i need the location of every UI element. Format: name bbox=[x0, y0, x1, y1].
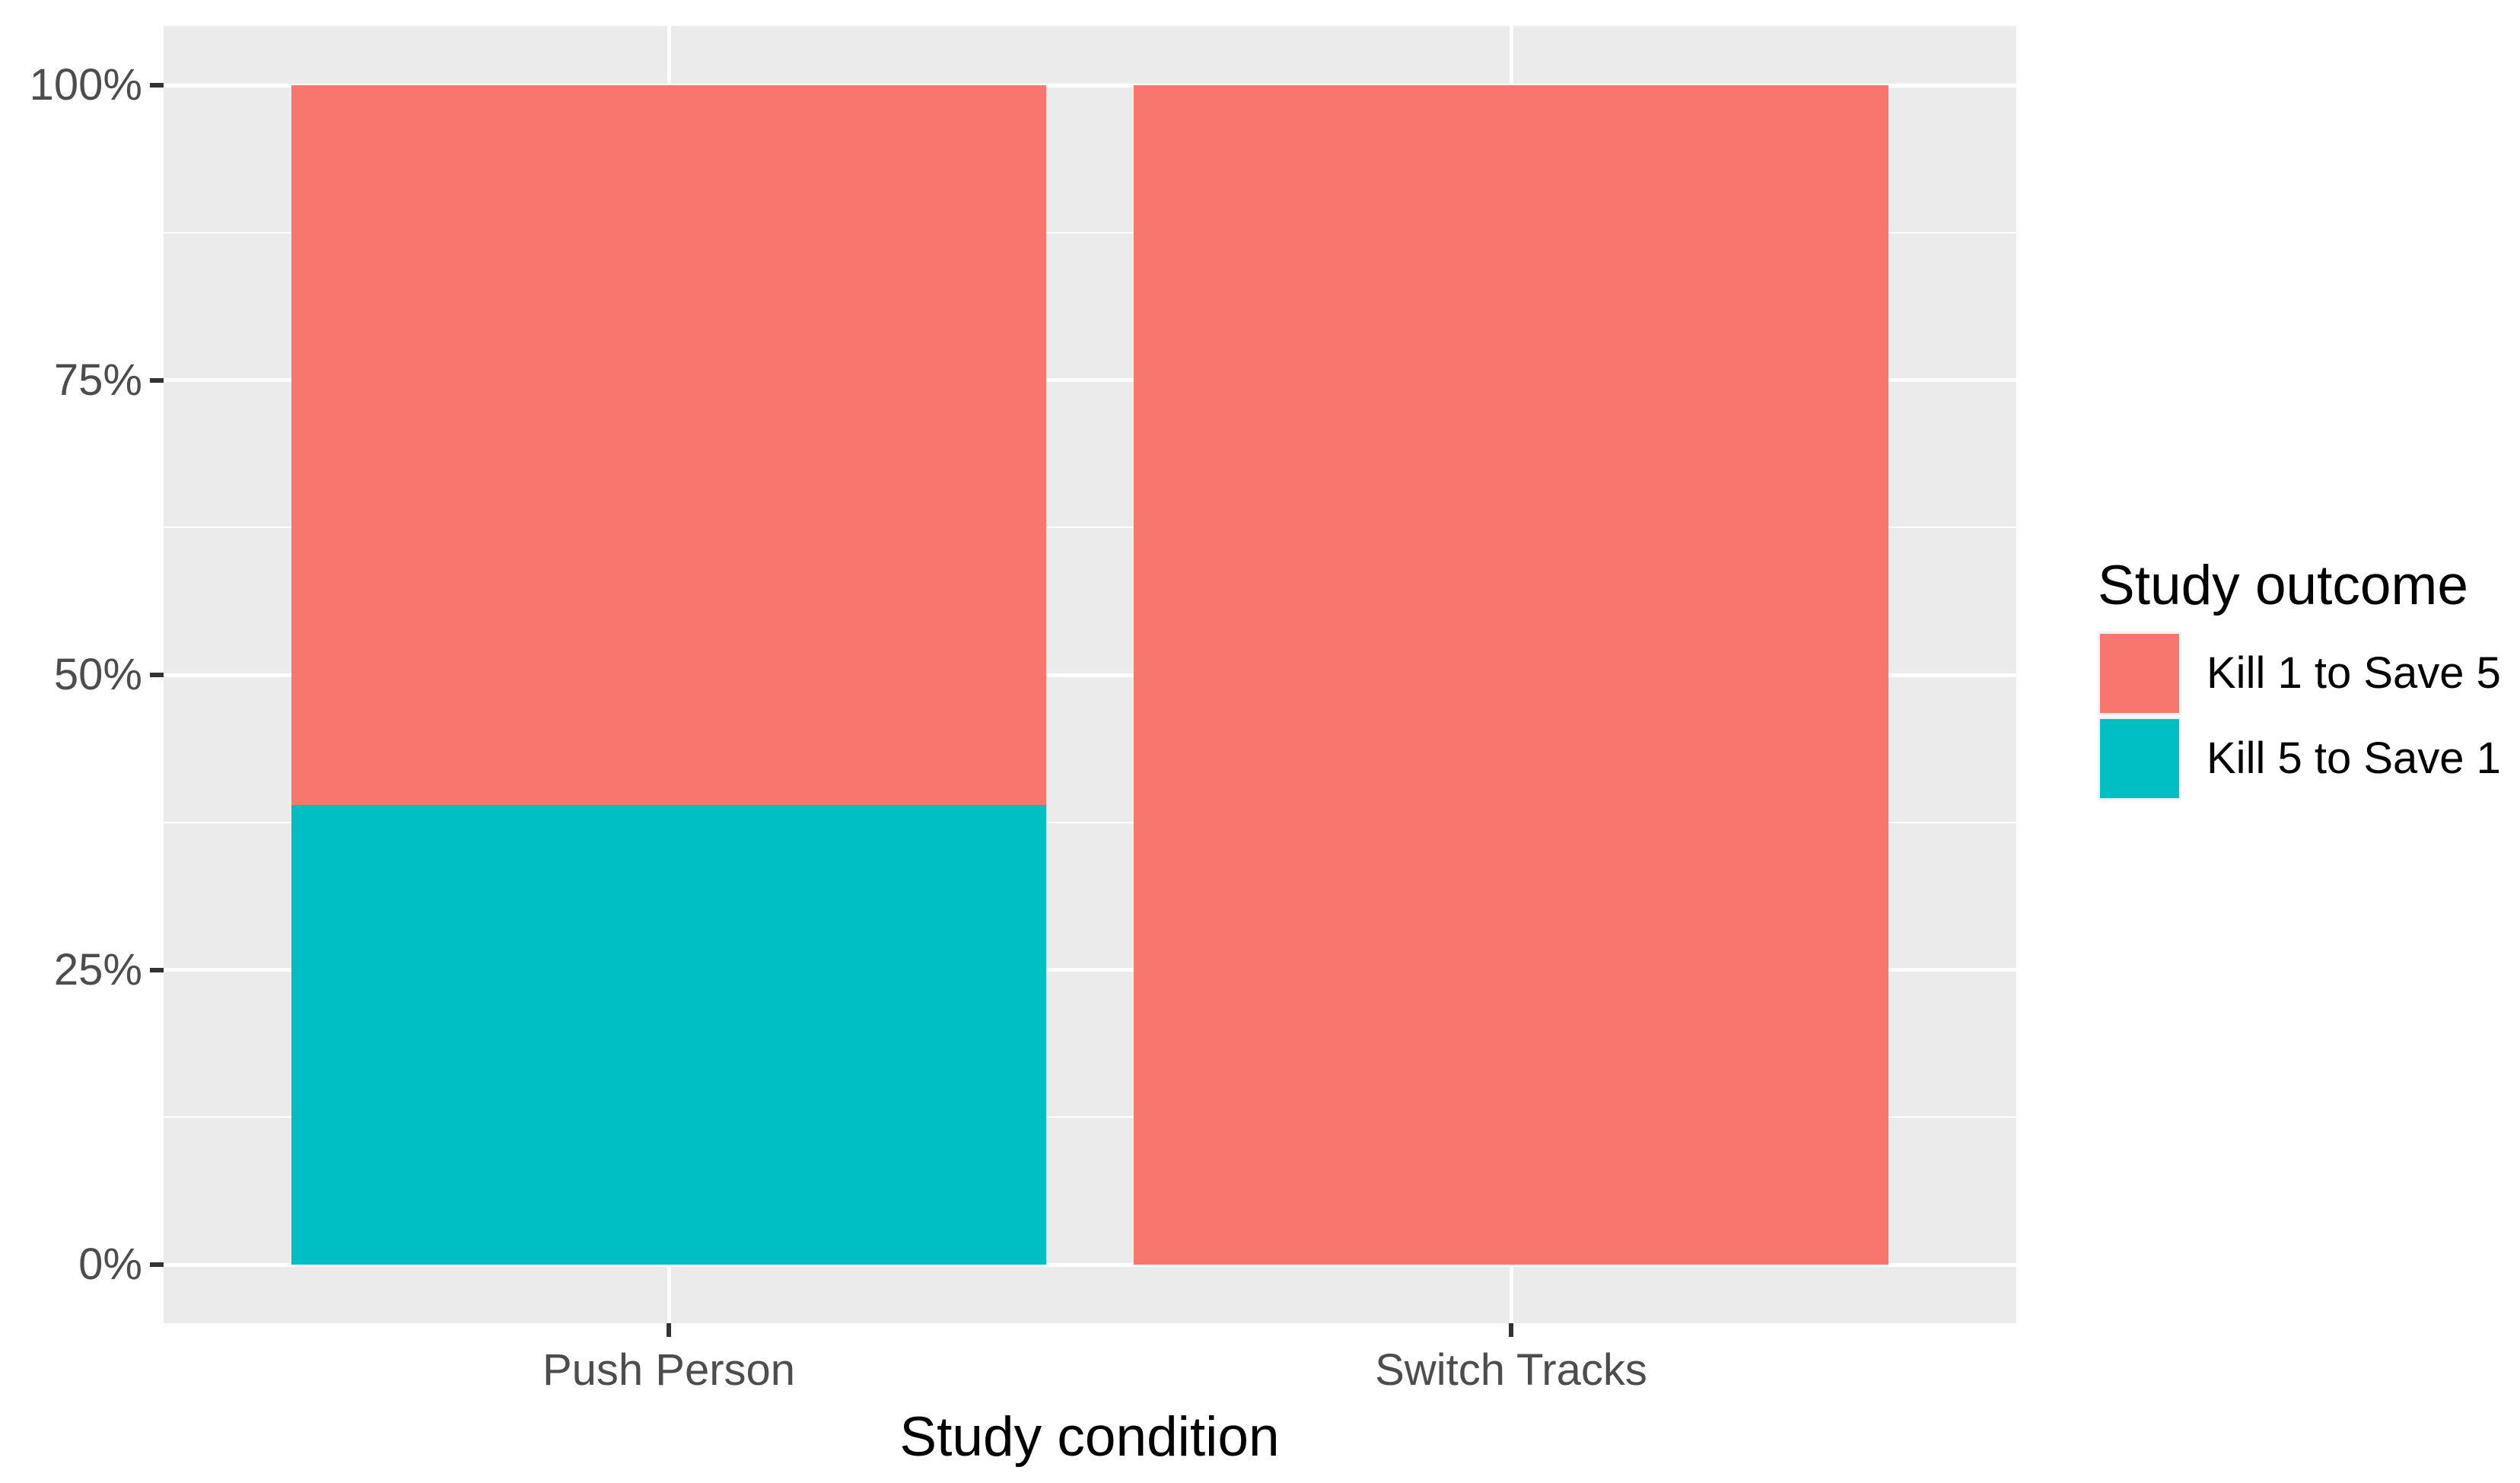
h-gridline bbox=[164, 1262, 2016, 1267]
legend: Study outcome Kill 1 to Save 5 Kill 5 to… bbox=[2098, 555, 2501, 800]
legend-swatch-teal bbox=[2100, 719, 2179, 798]
legend-key bbox=[2098, 717, 2181, 800]
legend-label: Kill 5 to Save 1 bbox=[2207, 734, 2501, 783]
y-tick-mark bbox=[150, 377, 164, 383]
y-tick-mark bbox=[150, 967, 164, 972]
h-gridline bbox=[164, 821, 2016, 823]
y-tick-label: 25% bbox=[53, 944, 142, 995]
bar-segment bbox=[1134, 85, 1888, 1265]
y-tick-mark bbox=[150, 673, 164, 677]
h-gridline bbox=[164, 378, 2016, 382]
legend-label: Kill 1 to Save 5 bbox=[2207, 648, 2501, 698]
bar-segment bbox=[291, 85, 1046, 805]
h-gridline bbox=[164, 231, 2016, 234]
h-gridline bbox=[164, 673, 2016, 677]
h-gridline bbox=[164, 83, 2016, 88]
h-gridline bbox=[164, 1116, 2016, 1119]
legend-title: Study outcome bbox=[2098, 555, 2468, 616]
x-axis-title: Study condition bbox=[899, 1406, 1280, 1468]
x-tick-mark bbox=[667, 1323, 671, 1337]
h-gridline bbox=[164, 968, 2016, 972]
legend-swatch-red bbox=[2100, 634, 2179, 713]
y-tick-label: 50% bbox=[53, 650, 142, 699]
y-tick-label: 100% bbox=[29, 60, 142, 110]
x-tick-label-push-person: Push Person bbox=[542, 1345, 796, 1395]
x-tick-mark bbox=[1509, 1323, 1513, 1337]
y-tick-label: 75% bbox=[53, 355, 142, 405]
y-tick-mark bbox=[150, 1262, 164, 1267]
h-gridline bbox=[164, 527, 2016, 529]
legend-key bbox=[2098, 632, 2181, 715]
y-tick-label: 0% bbox=[78, 1240, 142, 1289]
bar-segment bbox=[291, 804, 1046, 1265]
plot-panel bbox=[164, 26, 2016, 1323]
x-tick-label-switch-tracks: Switch Tracks bbox=[1375, 1345, 1647, 1395]
y-tick-mark bbox=[150, 83, 164, 88]
